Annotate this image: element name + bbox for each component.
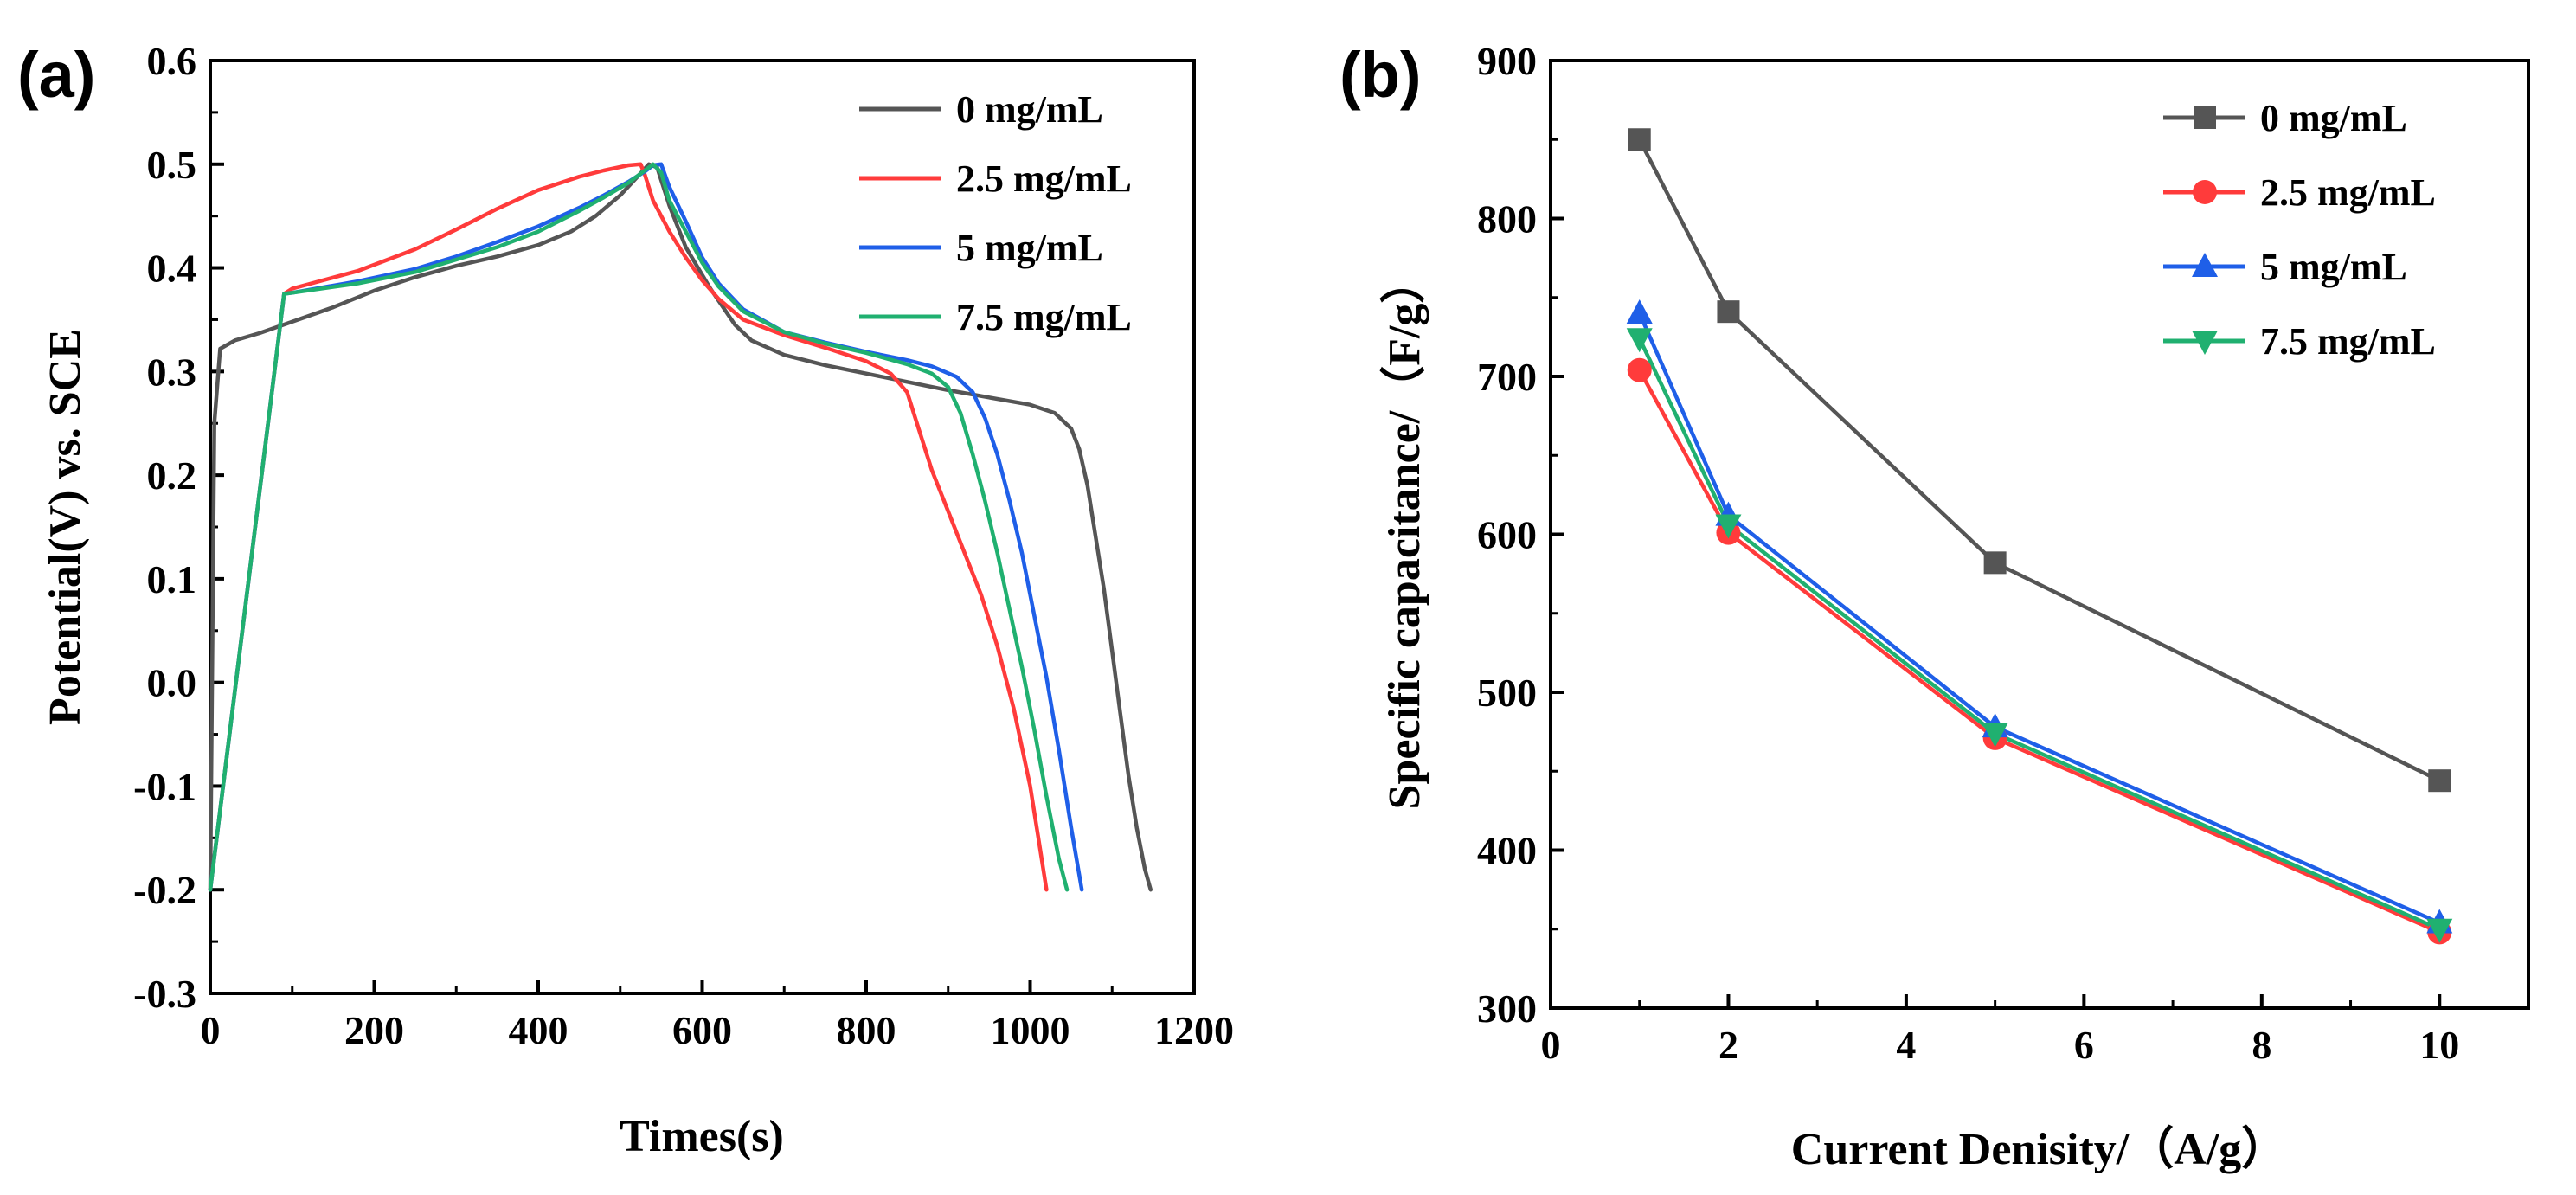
legend-label-2-5-mg-ml: 2.5 mg/mL: [956, 157, 1132, 200]
legend-marker-7-5-mg-ml: [2192, 331, 2218, 355]
data-point-7-5-mg-ml: [2426, 918, 2453, 943]
data-point-0-mg-ml: [1628, 128, 1651, 151]
legend-label-5-mg-ml: 5 mg/mL: [2260, 246, 2407, 288]
x-tick-label: 4: [1896, 1023, 1916, 1067]
y-tick-label: 0.3: [147, 350, 197, 394]
panel-b-label: (b): [1339, 39, 1422, 111]
panel-b-legend: 0 mg/mL 2.5 mg/mL 5 mg/mL 7.5 mg/mL: [2163, 97, 2436, 363]
y-tick-label: 500: [1477, 671, 1537, 715]
panel-b-ticks: 0 2 4 6 8 10 300 400 500 600 700 800 900: [1477, 39, 2459, 1067]
data-point-7-5-mg-ml: [1626, 328, 1653, 353]
x-tick-label: 6: [2074, 1023, 2094, 1067]
legend-marker-5-mg-ml: [2192, 253, 2218, 277]
legend-label-7-5-mg-ml: 7.5 mg/mL: [956, 296, 1132, 338]
legend-marker-2-5-mg-ml: [2193, 180, 2217, 204]
data-point-2-5-mg-ml: [1627, 357, 1652, 382]
x-tick-label: 600: [672, 1008, 732, 1052]
panel-b-capacitance-chart: (b) 0 2 4 6 8 10 300 400 500 600 700 800 900 0 mg/mL…: [1339, 39, 2530, 1174]
series-line-5-mg-ml: [208, 162, 1084, 892]
data-point-0-mg-ml: [1717, 300, 1740, 324]
panel-a-label: (a): [17, 39, 95, 111]
legend-marker-0-mg-ml: [2194, 106, 2216, 129]
x-tick-label: 8: [2252, 1023, 2271, 1067]
x-tick-label: 0: [201, 1008, 221, 1052]
y-tick-label: 700: [1477, 355, 1537, 399]
y-tick-label: 900: [1477, 39, 1537, 83]
x-tick-label: 800: [837, 1008, 896, 1052]
series-line-7-5-mg-ml: [208, 162, 1070, 892]
x-tick-label: 10: [2419, 1023, 2459, 1067]
x-tick-label: 2: [1718, 1023, 1738, 1067]
data-point-7-5-mg-ml: [1715, 514, 1742, 539]
panel-a-y-axis-title: Potential(V) vs. SCE: [41, 329, 90, 725]
panel-a-x-axis-title: Times(s): [620, 1112, 784, 1161]
x-tick-label: 1000: [991, 1008, 1070, 1052]
x-tick-label: 1200: [1154, 1008, 1234, 1052]
y-tick-label: 600: [1477, 513, 1537, 557]
y-tick-label: 0.1: [147, 557, 197, 601]
y-tick-label: 300: [1477, 986, 1537, 1031]
legend-label-0-mg-ml: 0 mg/mL: [956, 88, 1103, 131]
panel-a-ticks: 0 200 400 600 800 1000 1200 -0.3 -0.2 -0.1 0.0 0.1 0…: [133, 39, 1234, 1052]
y-tick-label: 0.0: [147, 661, 197, 705]
panel-b-y-axis-title: Specific capacitance/（F/g）: [1379, 259, 1429, 810]
panel-b-series: [1626, 128, 2453, 945]
y-tick-label: -0.2: [133, 868, 196, 912]
y-tick-label: 0.4: [147, 247, 197, 291]
x-tick-label: 0: [1541, 1023, 1561, 1067]
data-point-7-5-mg-ml: [1982, 723, 2008, 748]
panel-a-gcd-chart: (a) 0 200 400 600 800 1000 1200 -0.3 -0.2 -0.1 0.0…: [17, 39, 1234, 1161]
data-point-0-mg-ml: [2428, 769, 2451, 793]
y-tick-label: 800: [1477, 197, 1537, 241]
series-line-2-5-mg-ml: [208, 162, 1049, 892]
y-tick-label: 400: [1477, 829, 1537, 873]
series-line-0-mg-ml: [1637, 138, 2441, 783]
x-tick-label: 200: [344, 1008, 404, 1052]
legend-label-2-5-mg-ml: 2.5 mg/mL: [2260, 171, 2436, 214]
panel-a-series: [208, 162, 1153, 892]
y-tick-label: 0.5: [147, 143, 197, 187]
data-point-5-mg-ml: [1626, 299, 1653, 324]
legend-label-5-mg-ml: 5 mg/mL: [956, 227, 1103, 269]
legend-label-7-5-mg-ml: 7.5 mg/mL: [2260, 320, 2436, 363]
data-point-0-mg-ml: [1983, 551, 2007, 575]
series-line-7-5-mg-ml: [1637, 337, 2441, 931]
legend-label-0-mg-ml: 0 mg/mL: [2260, 97, 2407, 139]
y-tick-label: 0.2: [147, 453, 197, 498]
y-tick-label: -0.3: [133, 972, 196, 1016]
series-line-5-mg-ml: [1637, 312, 2441, 925]
y-tick-label: 0.6: [147, 39, 197, 83]
x-tick-label: 400: [509, 1008, 569, 1052]
panel-b-x-axis-title: Current Denisity/（A/g）: [1791, 1124, 2286, 1174]
panel-a-plot-frame: [209, 59, 1196, 995]
series-line-0-mg-ml: [208, 162, 1153, 892]
y-tick-label: -0.1: [133, 764, 196, 808]
series-line-2-5-mg-ml: [1637, 369, 2441, 935]
panel-a-legend: 0 mg/mL 2.5 mg/mL 5 mg/mL 7.5 mg/mL: [859, 88, 1132, 338]
